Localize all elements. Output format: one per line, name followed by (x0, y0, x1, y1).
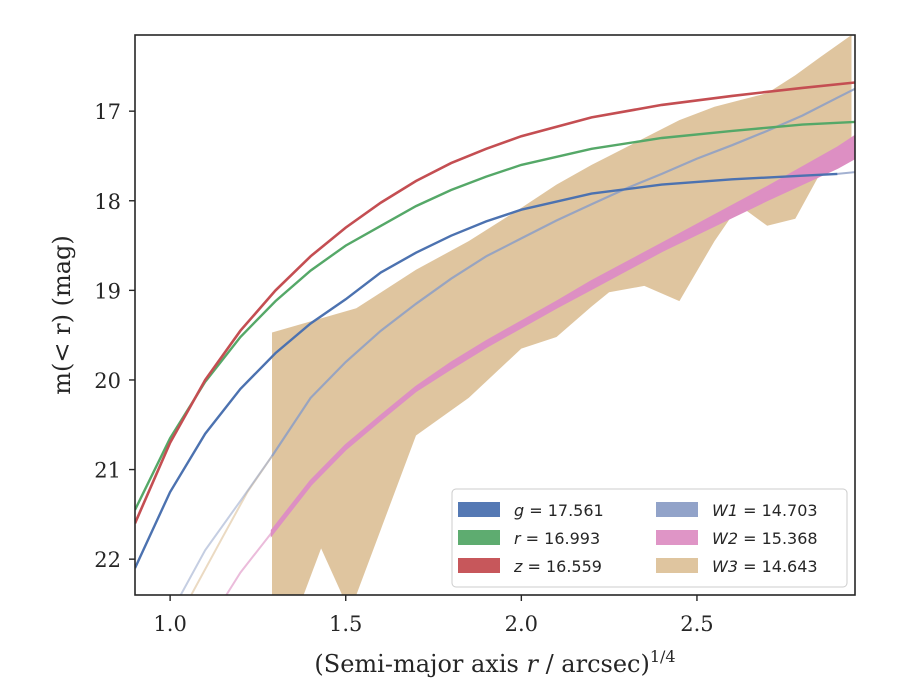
legend-label-w2: W2 = 15.368 (712, 529, 818, 548)
axis-ticks: 1.0 1.5 2.0 2.5 17 18 19 20 21 22 (94, 100, 713, 636)
r-line (135, 120, 855, 511)
legend-label-r: r = 16.993 (514, 529, 600, 548)
x-tick-label: 1.0 (153, 612, 186, 636)
z-line (135, 81, 855, 524)
w3-extrapolation (190, 455, 273, 595)
legend-swatch-w1 (656, 502, 698, 517)
legend-swatch-r (458, 530, 500, 545)
y-tick-label: 21 (94, 459, 121, 483)
plot-frame (134, 34, 856, 596)
legend-label-g: g = 17.561 (514, 501, 604, 520)
y-axis-title: m(< r) (mag) (48, 235, 76, 394)
legend-label-w1: W1 = 14.703 (712, 501, 818, 520)
w3-band (272, 35, 852, 595)
legend-swatch-z (458, 558, 500, 573)
series-layer (135, 35, 855, 595)
y-tick-label: 18 (94, 190, 121, 214)
w2-extrapolation (225, 531, 273, 595)
x-tick-label: 2.5 (680, 612, 713, 636)
y-tick-label: 22 (94, 548, 121, 572)
g-line-extension (837, 171, 855, 175)
legend-label-w3: W3 = 14.643 (712, 557, 818, 576)
y-tick-label: 20 (94, 369, 121, 393)
legend-swatch-w3 (656, 558, 698, 573)
legend-swatch-g (458, 502, 500, 517)
legend: g = 17.561 r = 16.993 z = 16.559 W1 = 14.70… (451, 488, 848, 588)
legend-box (451, 488, 848, 588)
x-tick-label: 1.5 (329, 612, 362, 636)
g-line (135, 172, 838, 569)
legend-label-z: z = 16.559 (513, 557, 602, 576)
legend-swatch-w2 (656, 530, 698, 545)
y-tick-label: 17 (94, 100, 121, 124)
w3-band-gap (303, 548, 343, 595)
x-axis-title: (Semi-major axis r / arcsec)1/4 (314, 647, 675, 678)
w1-extrapolation (179, 455, 273, 595)
y-tick-label: 19 (94, 279, 121, 303)
x-tick-label: 2.0 (505, 612, 538, 636)
